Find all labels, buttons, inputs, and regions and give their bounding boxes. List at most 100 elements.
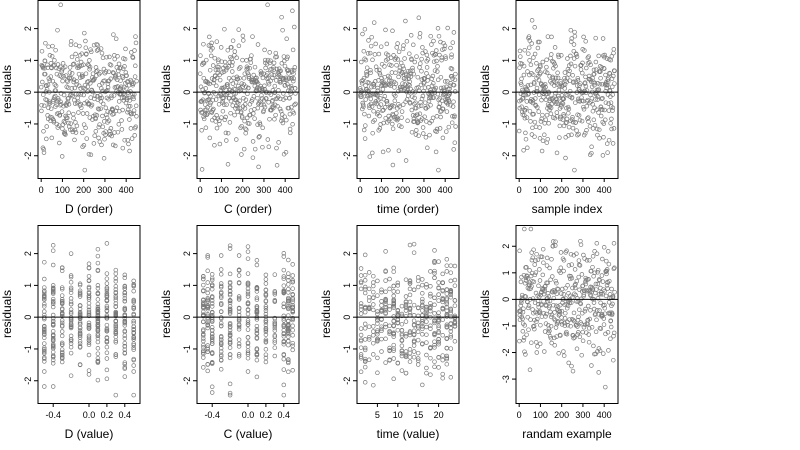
data-point [208, 53, 214, 59]
data-point [209, 334, 215, 339]
data-point [397, 104, 402, 109]
data-point [362, 358, 368, 364]
data-point [281, 91, 286, 96]
data-point [290, 8, 295, 14]
plot-frame [356, 0, 460, 179]
data-point [399, 348, 405, 353]
data-point [575, 299, 581, 305]
data-point [290, 323, 295, 329]
data-point [272, 353, 278, 359]
data-point [538, 64, 543, 70]
data-point [407, 299, 413, 305]
data-point [236, 318, 242, 324]
data-point [531, 323, 537, 329]
data-point [547, 98, 553, 104]
data-point [104, 326, 110, 331]
data-point [546, 326, 552, 331]
data-point [428, 291, 433, 297]
data-point [254, 327, 260, 332]
data-point [60, 61, 66, 66]
data-point [417, 34, 422, 40]
data-point [520, 95, 526, 101]
data-point [83, 38, 88, 44]
y-tick-label: -1 [23, 120, 33, 128]
data-point [569, 39, 574, 44]
data-point [411, 332, 417, 338]
data-point [532, 262, 537, 267]
data-point [50, 243, 56, 248]
data-point [281, 356, 287, 362]
data-point [574, 52, 579, 57]
data-point [612, 81, 617, 86]
data-point [432, 345, 437, 350]
data-point [288, 83, 294, 89]
data-point [428, 304, 433, 309]
data-point [444, 314, 450, 319]
data-point [86, 333, 92, 339]
data-point [199, 167, 205, 172]
data-point [586, 276, 591, 282]
data-point [240, 115, 245, 120]
x-tick-label: 0 [517, 410, 522, 420]
x-tick-label: 5 [375, 410, 380, 420]
data-point [554, 280, 559, 286]
data-point [541, 260, 546, 265]
data-point [528, 286, 533, 291]
data-point [371, 20, 377, 25]
data-point [281, 334, 287, 339]
data-point [370, 57, 375, 63]
data-point [428, 95, 434, 100]
x-tick-label: 0.4 [119, 410, 132, 420]
data-point [391, 376, 396, 382]
data-point [123, 70, 129, 75]
data-point [394, 62, 399, 68]
y-axis-label: residuals [319, 65, 333, 113]
data-point [290, 273, 295, 278]
data-point [205, 299, 210, 304]
data-point [257, 122, 263, 127]
data-point [542, 132, 547, 138]
data-point [68, 309, 74, 315]
data-point [434, 48, 439, 53]
data-point [209, 341, 215, 346]
data-point [116, 61, 122, 67]
data-point [371, 382, 376, 388]
data-point [105, 109, 110, 114]
data-point [562, 75, 567, 81]
data-point [245, 320, 251, 325]
data-point [242, 102, 248, 107]
data-point [452, 283, 458, 288]
data-point [227, 311, 233, 316]
data-point [555, 70, 560, 76]
data-point [407, 354, 413, 360]
data-point [236, 324, 242, 330]
data-point [424, 352, 429, 358]
data-point [409, 57, 414, 63]
data-point [517, 248, 522, 254]
data-point [390, 121, 395, 127]
data-point [227, 330, 233, 336]
data-point [542, 287, 547, 292]
data-point [201, 288, 206, 293]
data-point [209, 360, 215, 365]
data-point [407, 278, 413, 283]
data-point [83, 71, 89, 76]
data-point [50, 287, 56, 292]
data-point [50, 349, 56, 355]
data-point [597, 81, 602, 87]
data-point [391, 332, 396, 337]
data-point [236, 66, 242, 71]
data-point [98, 46, 104, 51]
data-point [524, 332, 529, 337]
data-point [83, 45, 89, 50]
data-point [587, 123, 593, 129]
data-point [415, 305, 421, 310]
data-point [411, 338, 417, 343]
data-point [540, 246, 546, 252]
data-point [281, 339, 287, 345]
data-point [92, 76, 97, 82]
data-point [99, 142, 104, 148]
x-tick-label: 0.0 [83, 410, 96, 420]
data-point [86, 325, 92, 331]
data-point [379, 75, 384, 81]
